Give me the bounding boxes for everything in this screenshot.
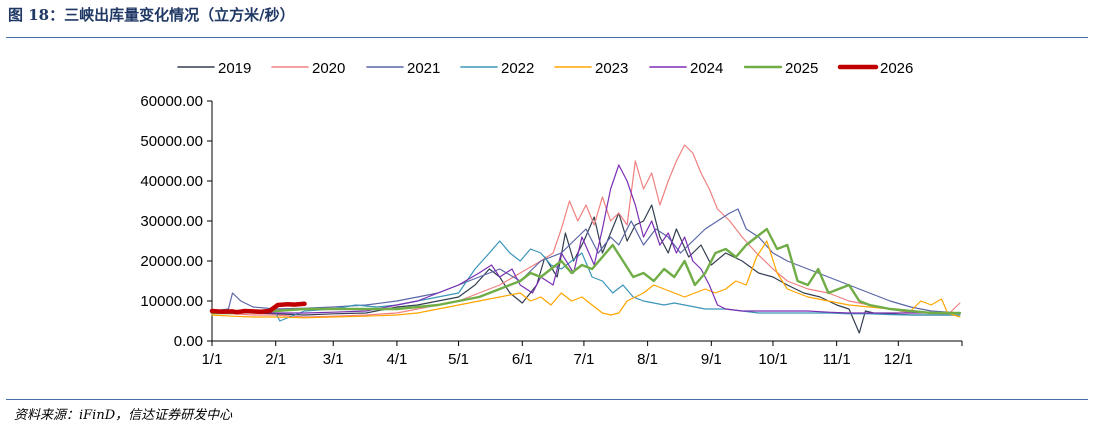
bottom-rule xyxy=(6,399,1088,400)
x-tick-label: 8/1 xyxy=(637,351,658,368)
legend-label-2026: 2026 xyxy=(880,60,913,77)
legend-label-2023: 2023 xyxy=(595,60,628,77)
y-tick-label: 20000.00 xyxy=(140,253,203,270)
y-tick-label: 0.00 xyxy=(174,333,203,350)
legend-label-2025: 2025 xyxy=(785,60,818,77)
series-line-2024 xyxy=(211,164,961,314)
series-line-2025 xyxy=(210,227,962,315)
y-tick-label: 40000.00 xyxy=(140,173,203,190)
top-rule xyxy=(6,37,1088,38)
figure-title: 图 18：三峡出库量变化情况（立方米/秒） xyxy=(8,6,295,24)
y-tick-label: 60000.00 xyxy=(140,93,203,110)
x-tick-label: 11/1 xyxy=(823,351,851,368)
legend-label-2022: 2022 xyxy=(501,60,534,77)
x-tick-label: 12/1 xyxy=(884,351,913,368)
y-tick-label: 30000.00 xyxy=(140,213,203,230)
plot-series xyxy=(209,144,962,334)
x-tick-label: 3/1 xyxy=(323,351,344,368)
legend-label-2019: 2019 xyxy=(218,60,251,77)
y-tick-label: 50000.00 xyxy=(140,133,203,150)
x-tick-label: 2/1 xyxy=(265,351,286,368)
y-tick-label: 10000.00 xyxy=(140,293,203,310)
x-tick-label: 6/1 xyxy=(512,351,533,368)
series-line-2023 xyxy=(211,240,961,319)
chart-legend: 2019 2020 2021 2022 2023 2024 2025 2026 xyxy=(177,60,913,77)
series-line-2021 xyxy=(211,208,961,314)
x-tick-label: 4/1 xyxy=(387,351,408,368)
legend-label-2020: 2020 xyxy=(312,60,345,77)
series-line-2020 xyxy=(211,144,961,318)
x-tick-label: 5/1 xyxy=(448,351,469,368)
series-line-2026 xyxy=(209,301,307,315)
x-tick-label: 9/1 xyxy=(701,351,722,368)
x-tick-label: 10/1 xyxy=(758,351,787,368)
legend-label-2024: 2024 xyxy=(690,60,723,77)
series-line-2022 xyxy=(211,240,961,322)
x-tick-label: 7/1 xyxy=(573,351,594,368)
x-tick-label: 1/1 xyxy=(202,351,223,368)
y-axis: 0.00 10000.00 20000.00 30000.00 40000.00 5000… xyxy=(140,93,213,350)
legend-label-2021: 2021 xyxy=(407,60,440,77)
x-axis: 1/1 2/1 3/1 4/1 5/1 6/1 7/1 8/1 9/1 10/1 11/1 12/1 xyxy=(202,340,963,368)
source-note: 资料来源：iFinD，信达证券研发中心 xyxy=(14,408,233,423)
